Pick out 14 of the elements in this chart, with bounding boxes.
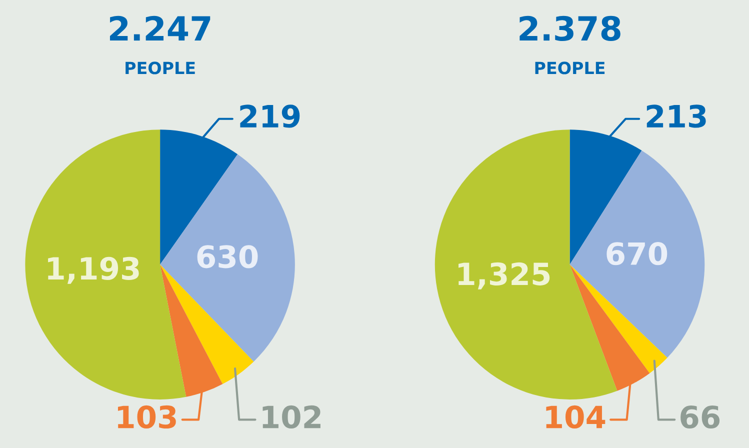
data-label: 630 [197, 245, 258, 268]
chart-subtitle: PEOPLE [126, 62, 195, 74]
data-label: 66 [680, 405, 720, 429]
data-label: 1,325 [458, 262, 550, 290]
data-label: 103 [118, 405, 176, 429]
chart-title: 2.378 [520, 16, 620, 42]
data-label: 219 [240, 104, 300, 128]
data-label: 104 [546, 405, 606, 429]
chart-title: 2.247 [110, 16, 210, 41]
data-label: 1,193 [48, 256, 139, 284]
data-label: 213 [646, 104, 706, 128]
data-label: 670 [606, 242, 668, 266]
data-label: 102 [262, 405, 320, 429]
chart-subtitle: PEOPLE [535, 62, 605, 74]
